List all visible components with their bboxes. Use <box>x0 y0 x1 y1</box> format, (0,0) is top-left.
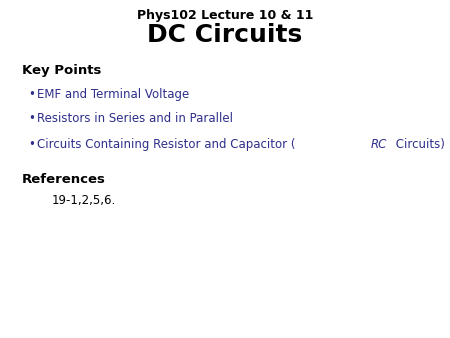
Text: 19-1,2,5,6.: 19-1,2,5,6. <box>52 194 116 207</box>
Text: RC: RC <box>370 138 387 151</box>
Text: Key Points: Key Points <box>22 65 101 77</box>
Text: Resistors in Series and in Parallel: Resistors in Series and in Parallel <box>37 113 233 125</box>
Text: •: • <box>28 113 35 125</box>
Text: DC Circuits: DC Circuits <box>148 23 302 48</box>
Text: Phys102 Lecture 10 & 11: Phys102 Lecture 10 & 11 <box>137 9 313 22</box>
Text: EMF and Terminal Voltage: EMF and Terminal Voltage <box>37 88 189 101</box>
Text: Circuits): Circuits) <box>392 138 445 151</box>
Text: Circuits Containing Resistor and Capacitor (: Circuits Containing Resistor and Capacit… <box>37 138 295 151</box>
Text: References: References <box>22 173 105 186</box>
Text: •: • <box>28 138 35 151</box>
Text: •: • <box>28 88 35 101</box>
